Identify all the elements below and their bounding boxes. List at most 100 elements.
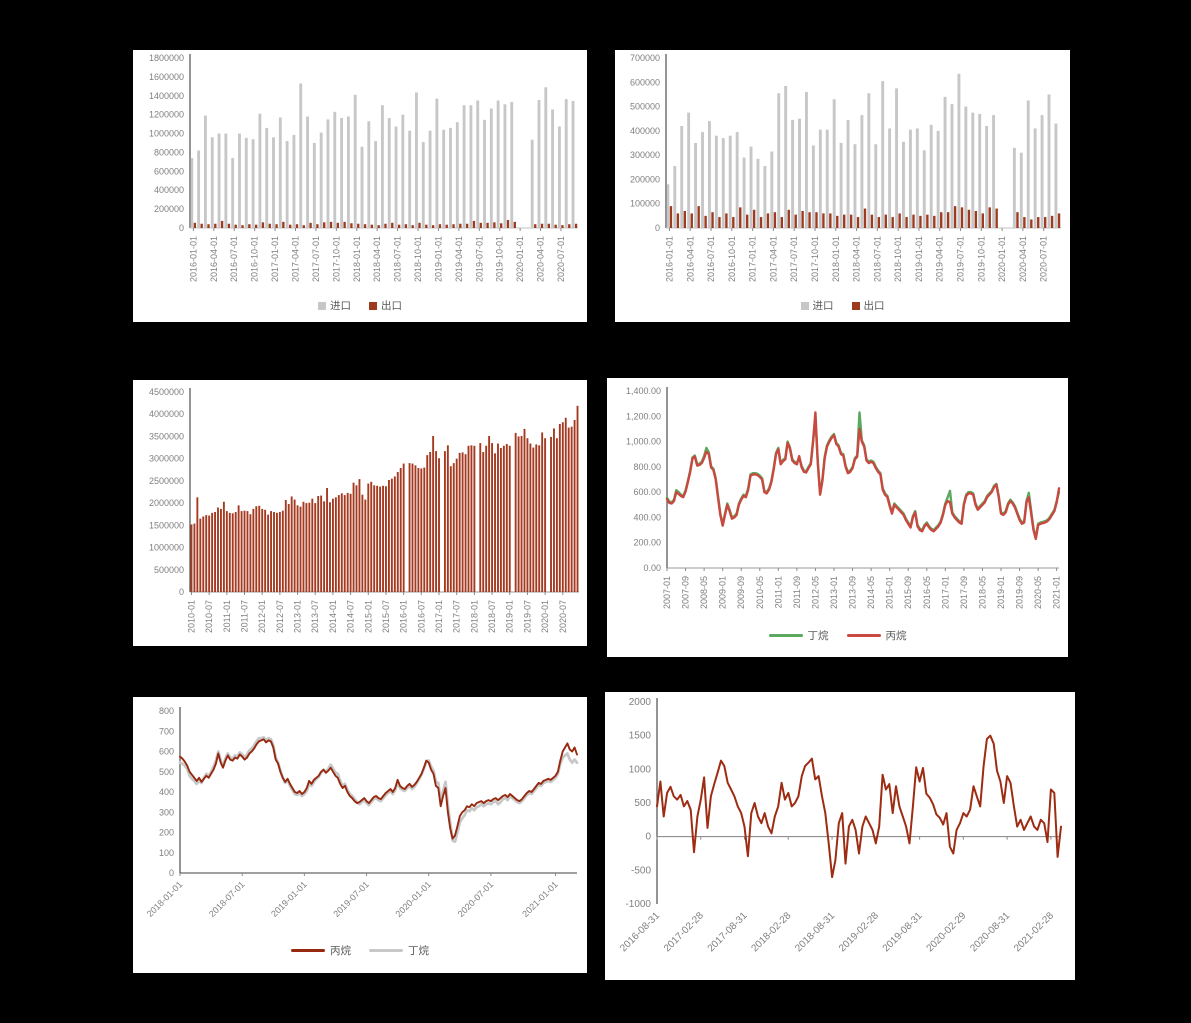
svg-text:0.00: 0.00 [643,563,661,573]
svg-text:2020-02-29: 2020-02-29 [925,910,969,954]
svg-text:2016-07-01: 2016-07-01 [229,236,239,282]
svg-text:1500000: 1500000 [149,520,184,530]
legend: 丁烷 丙烷 [607,628,1068,643]
legend-label-butane: 丁烷 [807,630,829,642]
svg-text:2018-10-01: 2018-10-01 [413,236,423,282]
svg-text:2019-01-01: 2019-01-01 [914,236,924,282]
svg-text:2000000: 2000000 [149,498,184,508]
svg-text:2019-10-01: 2019-10-01 [495,236,505,282]
import-swatch-icon [318,301,326,310]
legend-item-butane: 丁烷 [768,628,829,643]
svg-text:2018-01-01: 2018-01-01 [831,236,841,282]
legend-label-propane: 丙烷 [330,945,351,957]
bar-chart-monthly-volume: 0 500000 1000000 1500000 2000000 2500000 30000… [149,387,579,633]
export-swatch-icon [369,301,377,310]
butane-line-swatch-icon [768,633,803,638]
svg-text:2017-10-01: 2017-10-01 [810,236,820,282]
svg-text:400.00: 400.00 [633,512,661,522]
svg-text:2016-08-31: 2016-08-31 [618,910,662,954]
legend-item-export: 出口 [851,298,885,313]
svg-text:2016-10-01: 2016-10-01 [727,236,737,282]
svg-text:200000: 200000 [630,174,660,184]
line-chart-propane-butane-daily: 0 100 200 300 400 500 600 700 800 2018-01-01 2018-… [145,706,579,919]
svg-text:200: 200 [159,828,174,838]
svg-text:2010-01: 2010-01 [186,600,196,633]
svg-text:3500000: 3500000 [149,431,184,441]
butane-line-swatch-icon [369,948,403,953]
svg-text:2017-07-01: 2017-07-01 [789,236,799,282]
svg-text:2017-07-01: 2017-07-01 [311,236,321,282]
line-chart-butane-propane: 0.00 200.00 400.00 600.00 800.00 1,000.00 1,20… [626,386,1062,609]
svg-text:2016-01-01: 2016-01-01 [188,236,198,282]
svg-text:2020-08-31: 2020-08-31 [968,910,1012,954]
svg-text:2018-08-31: 2018-08-31 [793,910,837,954]
svg-text:2012-01: 2012-01 [257,600,267,633]
svg-text:2016-07-01: 2016-07-01 [706,236,716,282]
svg-text:2009-01: 2009-01 [718,576,728,609]
svg-text:600000: 600000 [154,166,184,176]
chart-panel-price-spread: -1000 -500 0 500 1000 1500 2000 2016-08-31 2017-… [605,692,1075,980]
svg-text:2017-04-01: 2017-04-01 [768,236,778,282]
svg-text:2007-01: 2007-01 [662,576,672,609]
svg-text:2018-07-01: 2018-07-01 [207,879,247,919]
legend-item-import: 进口 [318,298,351,313]
svg-text:2018-07-01: 2018-07-01 [872,236,882,282]
svg-text:2012-05: 2012-05 [810,576,820,609]
legend-label-butane: 丁烷 [408,945,429,957]
svg-text:2011-09: 2011-09 [792,576,802,608]
svg-text:2019-08-31: 2019-08-31 [881,910,925,954]
svg-text:2010-07: 2010-07 [204,600,214,633]
svg-text:2019-04-01: 2019-04-01 [454,236,464,282]
svg-text:2020-07-01: 2020-07-01 [1039,236,1049,282]
svg-text:2018-04-01: 2018-04-01 [852,236,862,282]
svg-text:2015-01: 2015-01 [885,576,895,609]
svg-text:600: 600 [159,747,174,757]
legend-item-butane: 丁烷 [369,943,429,958]
svg-text:0: 0 [645,832,651,843]
svg-text:2019-01: 2019-01 [996,576,1006,609]
svg-text:2017-08-31: 2017-08-31 [706,910,750,954]
svg-text:1200000: 1200000 [149,110,184,120]
svg-text:2021-02-28: 2021-02-28 [1012,910,1056,954]
svg-text:2018-02-28: 2018-02-28 [749,910,793,954]
legend-label-export: 出口 [381,300,402,312]
svg-text:2017-04-01: 2017-04-01 [291,236,301,282]
svg-text:1000000: 1000000 [149,543,184,553]
svg-text:2011-07: 2011-07 [240,600,250,632]
svg-text:1800000: 1800000 [149,53,184,63]
svg-text:2017-10-01: 2017-10-01 [331,236,341,282]
svg-text:1000000: 1000000 [149,129,184,139]
svg-text:100000: 100000 [630,199,660,209]
svg-text:2016-01: 2016-01 [399,600,409,633]
svg-text:500: 500 [159,767,174,777]
legend-label-import: 进口 [330,300,351,312]
svg-text:1,400.00: 1,400.00 [626,386,661,396]
svg-text:2011-01: 2011-01 [773,576,783,608]
legend: 进口 出口 [133,298,587,313]
svg-text:2016-04-01: 2016-04-01 [685,236,695,282]
svg-text:2019-07-01: 2019-07-01 [331,879,371,919]
svg-text:2016-01-01: 2016-01-01 [664,236,674,282]
svg-text:500000: 500000 [630,102,660,112]
svg-text:2009-09: 2009-09 [736,576,746,609]
import-swatch-icon [800,301,809,310]
svg-text:2020-07-01: 2020-07-01 [556,236,566,282]
svg-text:200.00: 200.00 [633,538,661,548]
svg-text:300000: 300000 [630,150,660,160]
export-swatch-icon [851,301,860,310]
svg-text:-500: -500 [631,865,651,876]
svg-text:2017-02-28: 2017-02-28 [662,910,706,954]
svg-text:0: 0 [179,587,184,597]
svg-text:2013-01: 2013-01 [293,600,303,633]
svg-text:1500: 1500 [629,731,652,742]
svg-text:700000: 700000 [630,53,660,63]
svg-text:2013-09: 2013-09 [848,576,858,609]
svg-text:2019-01-01: 2019-01-01 [269,879,309,919]
svg-text:2018-05: 2018-05 [977,576,987,609]
svg-text:4500000: 4500000 [149,387,184,397]
legend-item-import: 进口 [800,298,834,313]
svg-text:400: 400 [159,787,174,797]
svg-text:2017-01: 2017-01 [940,576,950,609]
legend-item-propane: 丙烷 [846,628,907,643]
svg-text:2010-05: 2010-05 [755,576,765,609]
